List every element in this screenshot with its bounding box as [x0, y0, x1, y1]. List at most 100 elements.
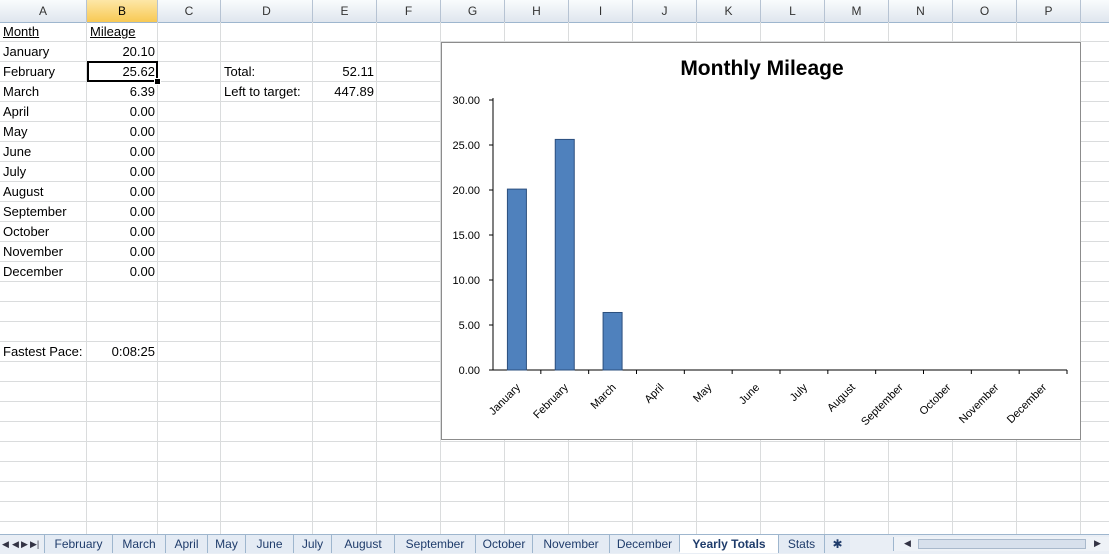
column-header-h[interactable]: H	[505, 0, 569, 22]
mileage-cell[interactable]: 0.00	[129, 184, 155, 199]
column-header-j[interactable]: J	[633, 0, 697, 22]
column-gridline	[376, 22, 377, 534]
scroll-thumb[interactable]	[918, 539, 1086, 549]
monthly-mileage-chart[interactable]: Monthly Mileage 0.00 5.00 10.00 15.00 20.00 25…	[441, 42, 1081, 440]
column-header-a[interactable]: A	[0, 0, 87, 22]
x-tick-label: December	[1005, 381, 1050, 426]
row-gridline	[0, 461, 1109, 462]
sheet-tab-bar: ◀ ◀ ▶ ▶| February March April May June July Au…	[0, 534, 1109, 554]
fastest-pace-value-cell[interactable]: 0:08:25	[111, 344, 155, 359]
sheet-tab-march[interactable]: March	[112, 535, 165, 553]
month-cell[interactable]: February	[3, 64, 56, 79]
column-header-e[interactable]: E	[313, 0, 377, 22]
column-gridline	[157, 22, 158, 534]
prev-sheet-icon[interactable]: ◀	[12, 539, 19, 549]
mileage-cell[interactable]: 0.00	[129, 204, 155, 219]
sheet-tab-stats[interactable]: Stats	[778, 535, 824, 553]
column-header-k[interactable]: K	[697, 0, 761, 22]
last-sheet-icon[interactable]: ▶|	[30, 539, 40, 549]
bar-february	[554, 138, 575, 371]
month-cell[interactable]: August	[3, 184, 44, 199]
month-cell[interactable]: September	[3, 204, 67, 219]
month-cell[interactable]: December	[3, 264, 63, 279]
month-header-cell[interactable]: Month	[3, 24, 40, 39]
horizontal-scrollbar[interactable]: ◀ ▶	[893, 537, 1109, 551]
sheet-tab-november[interactable]: November	[532, 535, 609, 553]
mileage-cell[interactable]: 0.00	[129, 144, 155, 159]
mileage-header-cell[interactable]: Mileage	[90, 24, 136, 39]
y-tick-label: 0.00	[459, 365, 480, 377]
x-tick-label: June	[737, 382, 762, 407]
column-header-f[interactable]: F	[377, 0, 441, 22]
sheet-tab-september[interactable]: September	[394, 535, 475, 553]
column-header-g[interactable]: G	[441, 0, 505, 22]
column-header-l[interactable]: L	[761, 0, 825, 22]
chart-title: Monthly Mileage	[680, 57, 843, 80]
month-cell[interactable]: November	[3, 244, 63, 259]
column-header-m[interactable]: M	[825, 0, 889, 22]
active-cell-selection[interactable]	[87, 61, 158, 82]
column-header-c[interactable]: C	[158, 0, 221, 22]
mileage-cell[interactable]: 0.00	[129, 224, 155, 239]
column-header-o[interactable]: O	[953, 0, 1017, 22]
fill-handle[interactable]	[154, 78, 161, 85]
left-to-target-label-cell[interactable]: Left to target:	[224, 84, 301, 99]
sheet-tab-august[interactable]: August	[331, 535, 394, 553]
sheet-tab-may[interactable]: May	[207, 535, 245, 553]
month-cell[interactable]: May	[3, 124, 28, 139]
mileage-cell[interactable]: 0.00	[129, 164, 155, 179]
x-tick-label: July	[788, 381, 811, 404]
sheet-tab-october[interactable]: October	[475, 535, 532, 553]
sheet-tab-june[interactable]: June	[245, 535, 293, 553]
month-cell[interactable]: March	[3, 84, 40, 99]
y-tick-label: 25.00	[452, 140, 480, 152]
sheet-tab-yearly-totals[interactable]: Yearly Totals	[679, 535, 778, 553]
row-gridline	[0, 501, 1109, 502]
mileage-cell[interactable]: 6.39	[129, 84, 155, 99]
mileage-cell[interactable]: 0.00	[129, 264, 155, 279]
month-cell[interactable]: July	[3, 164, 27, 179]
mileage-cell[interactable]: 20.10	[122, 44, 155, 59]
x-tick-label: April	[642, 382, 666, 406]
first-sheet-icon[interactable]: ◀	[2, 539, 11, 549]
y-tick-label: 10.00	[452, 275, 480, 287]
column-gridline	[86, 22, 87, 534]
column-header-p[interactable]: P	[1017, 0, 1081, 22]
bar-march	[602, 311, 623, 371]
sheet-tab-april[interactable]: April	[165, 535, 207, 553]
x-tick-label: January	[487, 381, 524, 418]
total-value-cell[interactable]: 52.11	[342, 64, 374, 79]
y-tick-label: 30.00	[452, 95, 480, 107]
column-header-d[interactable]: D	[221, 0, 313, 22]
row-gridline	[0, 41, 1109, 42]
month-cell[interactable]: April	[3, 104, 30, 119]
column-header-b[interactable]: B	[87, 0, 158, 22]
month-cell[interactable]: June	[3, 144, 32, 159]
sheet-nav-buttons: ◀ ◀ ▶ ▶|	[0, 535, 42, 554]
mileage-cell[interactable]: 25.62	[122, 64, 155, 79]
row-gridline	[0, 441, 1109, 442]
x-tick-label: September	[859, 381, 906, 428]
mileage-cell[interactable]: 0.00	[129, 244, 155, 259]
fastest-pace-label-cell[interactable]: Fastest Pace:	[3, 344, 83, 359]
x-tick-label: October	[917, 381, 953, 417]
insert-sheet-icon[interactable]: ✱	[824, 535, 850, 553]
left-to-target-value-cell[interactable]: 447.89	[334, 84, 374, 99]
x-tick-label: March	[589, 382, 619, 412]
column-header-i[interactable]: I	[569, 0, 633, 22]
scroll-right-icon[interactable]: ▶	[1094, 538, 1101, 548]
column-header-n[interactable]: N	[889, 0, 953, 22]
next-sheet-icon[interactable]: ▶	[21, 539, 28, 549]
mileage-cell[interactable]: 0.00	[129, 124, 155, 139]
sheet-tab-december[interactable]: December	[609, 535, 679, 553]
x-tick-label: November	[957, 381, 1002, 426]
scroll-left-icon[interactable]: ◀	[904, 538, 911, 548]
mileage-cell[interactable]: 0.00	[129, 104, 155, 119]
sheet-tab-july[interactable]: July	[293, 535, 331, 553]
sheet-tab-february[interactable]: February	[44, 535, 112, 553]
month-cell[interactable]: January	[3, 44, 50, 59]
x-tick-label: August	[825, 382, 858, 415]
month-cell[interactable]: October	[3, 224, 50, 239]
total-label-cell[interactable]: Total:	[224, 64, 256, 79]
